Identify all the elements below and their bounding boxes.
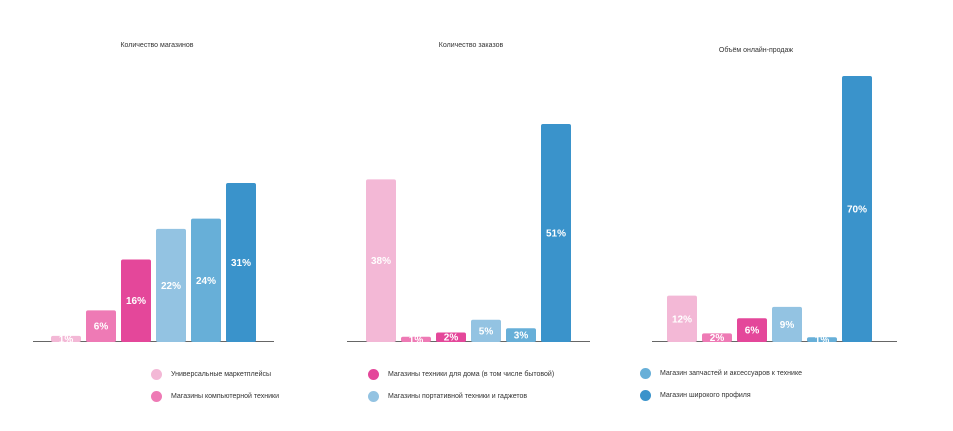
chart-title-orders: Количество заказов: [438, 42, 504, 49]
bar-stores-1: [86, 310, 116, 342]
charts-area: Количество магазинов Количество заказов …: [33, 42, 897, 346]
data-label-sales-2: 6%: [745, 326, 760, 337]
bar-stores-4: [191, 218, 221, 342]
legend-item-computer: Магазины компьютерной техники: [151, 391, 279, 402]
legend: Универсальные маркетплейсы Магазины комп…: [0, 360, 953, 431]
data-label-stores-2: 16%: [126, 296, 146, 307]
data-label-stores-5: 31%: [231, 258, 251, 269]
data-label-stores-3: 22%: [161, 281, 181, 292]
bar-stores-2: [121, 259, 151, 342]
bar-orders-3: [471, 319, 501, 342]
legend-label-home-appliance: Магазины техники для дома (в том числе б…: [388, 371, 555, 378]
data-label-orders-5: 51%: [546, 229, 566, 240]
bar-sales-3: [772, 306, 802, 342]
bar-orders-0: [366, 179, 396, 342]
legend-swatch-parts: [640, 368, 651, 379]
bar-stores-5: [226, 183, 256, 342]
data-label-orders-4: 3%: [514, 331, 529, 342]
legend-label-universal: Универсальные маркетплейсы: [171, 371, 272, 378]
data-label-orders-3: 5%: [479, 326, 494, 337]
legend-item-portable: Магазины портативной техники и гаджетов: [368, 391, 527, 402]
legend-swatch-wide-profile: [640, 390, 651, 401]
data-label-sales-3: 9%: [780, 320, 795, 331]
legend-swatch-universal: [151, 369, 162, 380]
legend-item-universal: Универсальные маркетплейсы: [151, 369, 271, 380]
legend-swatch-computer: [151, 391, 162, 402]
data-label-stores-1: 6%: [94, 322, 109, 333]
legend-label-parts: Магазин запчастей и аксессуаров к техник…: [660, 370, 802, 377]
data-label-sales-0: 12%: [672, 314, 692, 325]
bar-charts-svg: 1% 6% 16% 22% 24% 31% 38% 1% 2% 5% 3% 51% 12% 2% 6% 9% 1…: [33, 76, 897, 346]
legend-swatch-portable: [368, 391, 379, 402]
legend-label-computer: Магазины компьютерной техники: [171, 393, 280, 400]
legend-item-parts: Магазин запчастей и аксессуаров к техник…: [640, 368, 802, 379]
bar-stores-0: [51, 335, 81, 342]
data-label-stores-0: 1%: [59, 334, 74, 345]
chart-title-sales: Объём онлайн-продаж: [718, 47, 794, 54]
legend-item-wide-profile: Магазин широкого профиля: [640, 390, 751, 401]
bar-sales-2: [737, 318, 767, 342]
legend-item-home-appliance: Магазины техники для дома (в том числе б…: [368, 369, 554, 380]
chart-title-stores: Количество магазинов: [120, 42, 194, 49]
data-label-sales-4: 1%: [815, 335, 830, 346]
bar-orders-4: [506, 328, 536, 342]
data-label-stores-4: 24%: [196, 276, 216, 287]
bar-orders-2: [436, 332, 466, 342]
bar-orders-1: [401, 336, 431, 342]
bar-sales-1: [702, 333, 732, 342]
data-label-sales-5: 70%: [847, 205, 867, 216]
legend-label-portable: Магазины портативной техники и гаджетов: [388, 393, 528, 400]
bar-stores-3: [156, 228, 186, 342]
legend-swatch-home-appliance: [368, 369, 379, 380]
bar-sales-4: [807, 337, 837, 342]
data-label-orders-0: 38%: [371, 256, 391, 267]
data-label-orders-1: 1%: [409, 335, 424, 346]
bar-sales-0: [667, 295, 697, 342]
data-label-orders-2: 2%: [444, 333, 459, 344]
bar-orders-5: [541, 124, 571, 342]
data-label-sales-1: 2%: [710, 333, 725, 344]
bar-sales-5: [842, 76, 872, 342]
legend-label-wide-profile: Магазин широкого профиля: [660, 392, 751, 399]
